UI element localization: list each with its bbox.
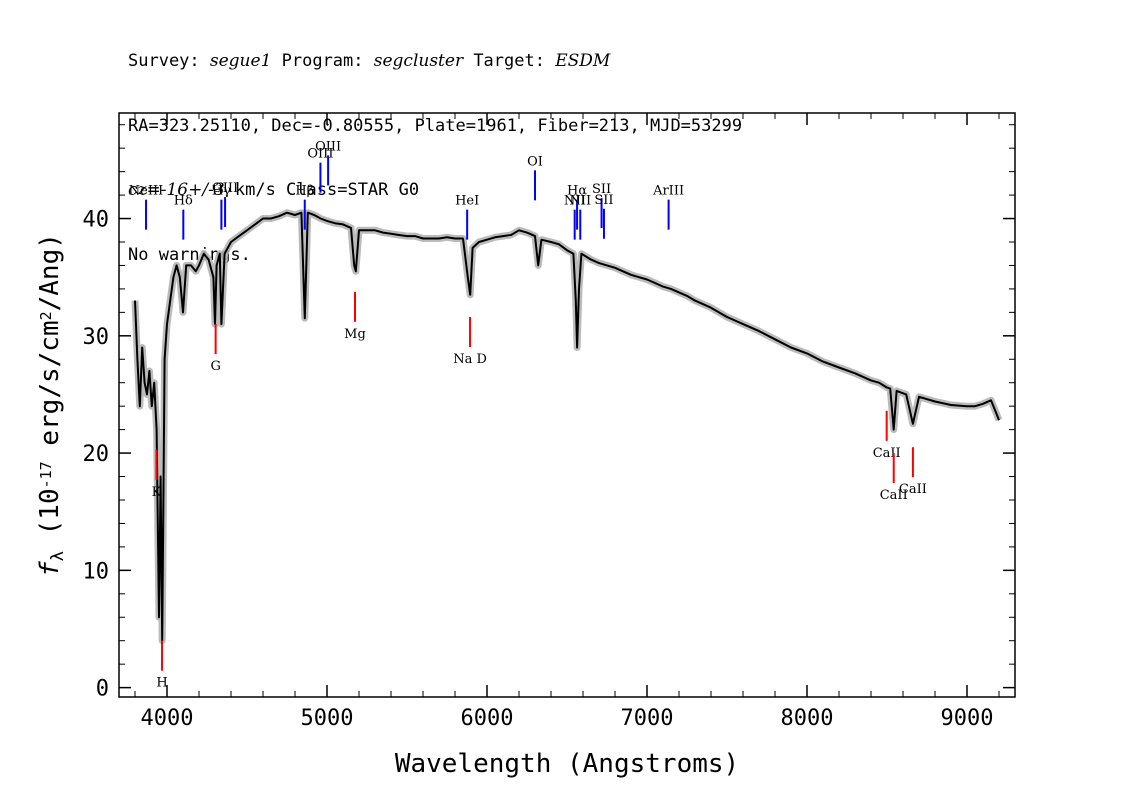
- emission-line-label: OIII: [212, 181, 238, 196]
- header-coordinates-line: RA=323.25110, Dec=-0.80555, Plate=1961, …: [128, 115, 743, 136]
- x-tick-label: 4000: [141, 706, 194, 731]
- emission-line-label: OI: [527, 154, 543, 169]
- header-survey-segment: segcluster: [373, 51, 464, 71]
- y-axis-title-text: fλ (10-17 erg/s/cm2/Ang): [35, 233, 68, 577]
- absorption-line-label: CaII: [880, 488, 908, 503]
- emission-line-label: NII: [564, 194, 586, 209]
- error-band: [131, 209, 1003, 645]
- emission-line-label: OIII: [307, 147, 333, 162]
- y-tick-label: 20: [83, 442, 110, 467]
- y-tick-label: 40: [83, 208, 110, 233]
- y-axis-title-part: 2: [37, 311, 55, 320]
- plot-frame: [118, 112, 1016, 698]
- axis-ticks-layer: 4000 5000 6000 7000 8000 9000 0 10 20 30 40: [83, 113, 1015, 731]
- y-axis-title: fλ (10-17 erg/s/cm2/Ang): [35, 233, 68, 577]
- error-band-layer: [131, 209, 1003, 645]
- y-axis-title-part: erg/s/cm: [35, 320, 65, 461]
- header-redshift-segment: cz=-16+/-3: [128, 180, 225, 200]
- x-tick-label: 6000: [461, 706, 514, 731]
- x-tick-label: 5000: [301, 706, 354, 731]
- y-tick-label: 30: [83, 325, 110, 350]
- y-axis-title-part: λ: [48, 551, 68, 561]
- x-axis-title: Wavelength (Angstroms): [395, 749, 739, 779]
- y-axis-title-part: (10: [35, 488, 65, 551]
- absorption-line-label: Mg: [344, 327, 366, 342]
- emission-line-label: NeIII: [129, 184, 163, 199]
- x-tick-label: 7000: [621, 706, 674, 731]
- x-tick-label: 8000: [781, 706, 834, 731]
- absorption-line-label: CaII: [873, 446, 901, 461]
- header-survey-segment: Program:: [271, 51, 374, 71]
- y-axis-title-part: f: [35, 561, 65, 577]
- emission-line-label: SII: [592, 182, 611, 197]
- header-redshift-line: cz=-16+/-3 km/s Class=STAR G0: [128, 180, 742, 202]
- flux-line: [134, 211, 1000, 642]
- emission-line-label: OIII: [315, 139, 341, 154]
- y-tick-label: 10: [83, 559, 110, 584]
- emission-line-label: Hβ: [295, 184, 314, 199]
- header-survey-segment: ESDM: [555, 51, 611, 71]
- flux-layer: [134, 211, 1000, 642]
- y-tick-label: 0: [96, 677, 109, 702]
- header-survey-line: Survey: segue1 Program: segcluster Targe…: [128, 51, 742, 73]
- line-markers-layer: OIINeIIIHδHγOIIIHβOIIIOIIIHeIOINIIHαNIIS…: [129, 139, 927, 691]
- absorption-line-label: K: [152, 485, 162, 500]
- header-survey-segment: Target:: [463, 51, 556, 71]
- x-tick-label: 9000: [941, 706, 994, 731]
- y-axis-title-part: /Ang): [35, 233, 65, 311]
- header-survey-segment: Survey:: [128, 51, 210, 71]
- y-axis-title-part: -17: [37, 461, 55, 488]
- absorption-line-label: Na D: [453, 352, 487, 367]
- absorption-line-label: G: [210, 359, 220, 374]
- emission-line-label: Hγ: [212, 184, 231, 199]
- emission-line-label: ArIII: [652, 184, 684, 199]
- emission-line-label: Hδ: [174, 194, 193, 209]
- absorption-line-label: H: [156, 676, 167, 691]
- absorption-line-label: CaII: [899, 482, 927, 497]
- emission-line-label: NII: [569, 194, 591, 209]
- header-survey-segment: segue1: [209, 51, 272, 71]
- spectrum-header: Survey: segue1 Program: segcluster Targe…: [128, 8, 742, 288]
- emission-line-label: HeI: [455, 194, 479, 209]
- header-redshift-segment: km/s Class=STAR G0: [224, 180, 420, 200]
- emission-line-label: SII: [594, 193, 613, 208]
- emission-line-label: Hα: [567, 184, 587, 199]
